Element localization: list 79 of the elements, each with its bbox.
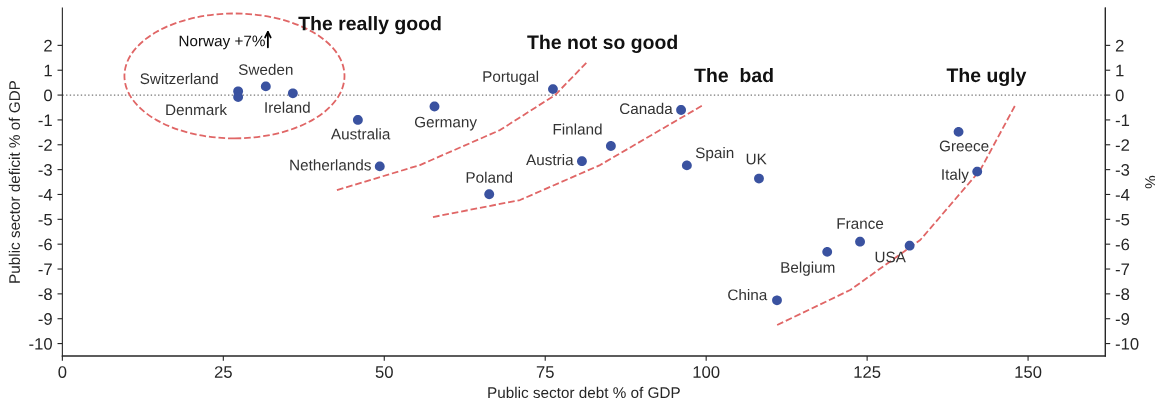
- y2-tick-label: -4: [1115, 189, 1130, 201]
- point: [754, 173, 764, 184]
- annotation: The bad: [694, 67, 773, 83]
- annotation: Finland: [553, 123, 602, 135]
- annotation: Italy: [942, 168, 969, 183]
- y-tick-label: -5: [38, 213, 52, 226]
- y2-tick-label: -5: [1115, 213, 1130, 226]
- annotation: China: [728, 289, 768, 301]
- point: [287, 88, 298, 99]
- x-tick-label: 125: [854, 366, 881, 378]
- y2-tick-label: 1: [1116, 64, 1124, 77]
- annotation: Greece: [939, 140, 989, 152]
- y-axis-title: Public sector deficit % of GDP: [8, 80, 20, 283]
- annotation: Austria: [526, 154, 574, 166]
- y2-tick-label: -9: [1115, 313, 1130, 325]
- x-axis-title: Public sector debt % of GDP: [488, 386, 680, 399]
- y2-tick-label: -10: [1115, 337, 1139, 350]
- annotation: Spain: [695, 146, 734, 162]
- annotation: UK: [746, 153, 767, 165]
- annotation: USA: [875, 251, 906, 263]
- annotation: Poland: [466, 171, 513, 183]
- annotation: Denmark: [166, 104, 228, 116]
- point: [577, 156, 587, 167]
- y-tick-label: -7: [38, 263, 52, 276]
- x-tick-label: 150: [1015, 366, 1042, 378]
- annotation: Switzerland: [140, 72, 218, 85]
- point: [374, 161, 385, 172]
- y-tick-label: -9: [38, 313, 52, 325]
- point: [548, 84, 558, 95]
- y-tick-label: -3: [38, 164, 52, 176]
- y2-tick-label: -1: [1115, 114, 1130, 126]
- point: [822, 246, 833, 257]
- y2-tick-label: 0: [1115, 89, 1124, 102]
- x-tick-label: 75: [536, 366, 554, 378]
- y2-tick-label: -3: [1115, 164, 1130, 176]
- y2-tick-label: -8: [1115, 288, 1130, 301]
- x-tick-label: 50: [375, 366, 393, 378]
- y-tick-label: -4: [38, 189, 53, 201]
- point: [676, 105, 686, 115]
- y-tick-label: -1: [38, 114, 52, 126]
- y-tick-label: -8: [38, 288, 52, 301]
- annotation: Belgium: [781, 261, 835, 276]
- point: [605, 141, 616, 151]
- point: [855, 236, 865, 247]
- annotation: Norway +7%: [179, 35, 265, 50]
- y-tick-label: -2: [38, 139, 52, 151]
- y-tick-label: -6: [38, 238, 52, 251]
- point: [429, 101, 440, 112]
- annotation: Australia: [330, 128, 391, 140]
- x-tick-label: 25: [214, 366, 232, 378]
- y2-tick-label: -6: [1115, 238, 1130, 251]
- point: [352, 115, 363, 125]
- y2-tick-label: 2: [1115, 39, 1124, 52]
- y-tick-label: 0: [44, 89, 52, 102]
- y-tick-label: 1: [44, 64, 52, 77]
- point: [953, 126, 964, 137]
- x-tick-label: 100: [693, 366, 720, 378]
- y-tick-label: -10: [29, 337, 52, 350]
- annotation: Canada: [620, 102, 673, 115]
- y2-axis-title: %: [1145, 175, 1155, 189]
- y2-tick-label: -2: [1115, 139, 1130, 151]
- annotation: Netherlands: [290, 159, 371, 171]
- annotation: Germany: [414, 116, 477, 131]
- annotation: The ugly: [946, 67, 1027, 87]
- point: [681, 160, 692, 171]
- annotation: Portugal: [483, 70, 539, 85]
- annotation: France: [837, 218, 884, 229]
- point: [484, 189, 495, 200]
- y-tick-label: 2: [44, 39, 52, 52]
- y2-tick-label: -7: [1115, 263, 1130, 276]
- annotation: The not so good: [527, 34, 677, 54]
- x-tick-label: 0: [58, 366, 67, 378]
- annotation: Ireland: [265, 101, 310, 113]
- annotation: The really good: [298, 16, 441, 35]
- point: [260, 81, 271, 92]
- annotation: Sweden: [238, 63, 293, 76]
- point: [772, 295, 782, 306]
- point: [972, 166, 983, 177]
- point: [904, 240, 915, 251]
